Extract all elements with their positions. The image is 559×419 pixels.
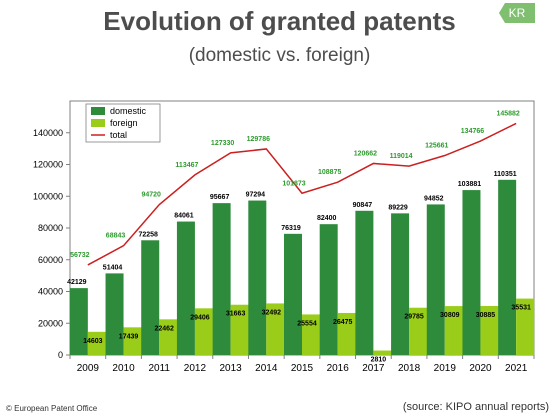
y-tick-label: 100000 (33, 191, 63, 201)
data-label-domestic: 84061 (174, 213, 194, 220)
x-tick-label: 2020 (469, 363, 492, 374)
bar-domestic (355, 211, 373, 355)
data-label-foreign: 2810 (371, 357, 387, 364)
data-label-foreign: 30885 (476, 312, 496, 319)
x-tick-label: 2015 (291, 363, 314, 374)
x-tick-label: 2018 (398, 363, 421, 374)
legend-label-foreign: foreign (110, 118, 138, 128)
x-tick-label: 2019 (434, 363, 457, 374)
data-label-total: 119014 (390, 153, 413, 160)
data-label-domestic: 42129 (67, 279, 87, 286)
data-label-total: 68843 (106, 233, 126, 240)
legend-label-domestic: domestic (110, 106, 147, 116)
x-tick-label: 2009 (77, 363, 100, 374)
data-label-domestic: 94852 (424, 195, 444, 202)
data-label-total: 129786 (247, 136, 270, 143)
bar-domestic (248, 201, 266, 355)
data-label-total: 125661 (425, 143, 448, 150)
data-label-foreign: 14603 (83, 338, 103, 345)
bar-domestic (391, 213, 409, 355)
bar-domestic (70, 288, 88, 355)
data-label-domestic: 72258 (138, 231, 158, 238)
bar-domestic (177, 222, 195, 355)
bar-domestic (284, 234, 302, 355)
y-tick-label: 120000 (33, 160, 63, 170)
data-label-total: 94720 (141, 192, 161, 199)
data-label-foreign: 26475 (333, 319, 353, 326)
data-label-foreign: 29785 (404, 314, 424, 321)
x-tick-label: 2011 (148, 363, 170, 374)
legend-label-total: total (110, 130, 127, 140)
data-label-total: 145882 (496, 110, 519, 117)
x-tick-label: 2017 (362, 363, 385, 374)
y-tick-label: 20000 (38, 318, 63, 328)
data-label-foreign: 22462 (154, 325, 174, 332)
x-tick-label: 2010 (112, 363, 135, 374)
data-label-foreign: 29406 (190, 314, 210, 321)
x-tick-label: 2014 (255, 363, 278, 374)
source-note: (source: KIPO annual reports) (403, 401, 549, 413)
bar-domestic (462, 190, 480, 355)
data-label-total: 120662 (354, 150, 377, 157)
data-label-domestic: 76319 (281, 225, 301, 232)
data-label-foreign: 35531 (511, 305, 531, 312)
y-tick-label: 60000 (38, 255, 63, 265)
bar-domestic (141, 240, 159, 355)
legend-swatch-foreign (91, 119, 105, 127)
x-tick-label: 2016 (327, 363, 350, 374)
data-label-total: 127330 (211, 140, 234, 147)
data-label-domestic: 89229 (388, 204, 408, 211)
data-label-total: 134766 (461, 128, 484, 135)
y-tick-label: 80000 (38, 223, 63, 233)
legend-swatch-domestic (91, 107, 105, 115)
y-tick-label: 0 (58, 350, 63, 360)
bar-foreign (373, 351, 391, 355)
data-label-foreign: 25554 (297, 320, 317, 327)
data-label-domestic: 103881 (458, 181, 481, 188)
bar-domestic (320, 224, 338, 355)
copyright-note: © European Patent Office (6, 404, 97, 413)
data-label-total: 56732 (70, 252, 90, 259)
bar-domestic (213, 203, 231, 355)
bar-foreign (124, 327, 142, 355)
data-label-domestic: 90847 (353, 202, 373, 209)
data-label-foreign: 17439 (119, 333, 139, 340)
data-label-domestic: 51404 (103, 264, 123, 271)
x-tick-label: 2021 (505, 363, 528, 374)
data-label-total: 101873 (282, 180, 305, 187)
data-label-foreign: 31663 (226, 311, 246, 318)
data-label-total: 113467 (175, 162, 198, 169)
data-label-domestic: 97294 (246, 192, 266, 199)
bar-domestic (106, 273, 124, 355)
x-tick-label: 2013 (219, 363, 242, 374)
data-label-foreign: 32492 (262, 309, 282, 316)
data-label-domestic: 82400 (317, 215, 337, 222)
y-tick-label: 140000 (33, 128, 63, 138)
data-label-domestic: 110351 (494, 171, 517, 178)
x-tick-label: 2012 (184, 363, 207, 374)
y-tick-label: 40000 (38, 287, 63, 297)
data-label-total: 108875 (318, 169, 341, 176)
bar-domestic (427, 204, 445, 355)
data-label-domestic: 95667 (210, 194, 230, 201)
data-label-foreign: 30809 (440, 312, 460, 319)
bar-domestic (498, 180, 516, 355)
